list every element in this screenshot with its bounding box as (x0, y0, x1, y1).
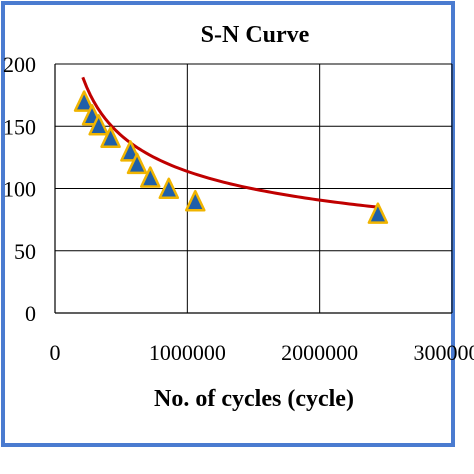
x-tick-label: 1000000 (149, 340, 226, 365)
x-axis-label: No. of cycles (cycle) (154, 386, 354, 412)
data-point-triangle (158, 177, 180, 199)
x-tick-label: 3000000 (414, 340, 474, 365)
x-tick-label: 2000000 (281, 340, 358, 365)
y-tick-label: 200 (3, 52, 36, 77)
axes (54, 64, 452, 314)
y-tick-label: 0 (25, 301, 36, 326)
data-point-triangle (185, 189, 206, 212)
data-point-triangle (88, 114, 109, 136)
chart-title: S-N Curve (201, 22, 310, 48)
data-point-triangle (100, 126, 121, 148)
x-tick-labels: 0 1000000 2000000 3000000 (50, 340, 474, 365)
y-tick-label: 50 (14, 239, 36, 264)
data-point-triangle (140, 166, 161, 188)
data-points (73, 90, 389, 224)
y-tick-label: 100 (3, 177, 36, 202)
x-tick-label: 0 (50, 340, 61, 365)
grid-lines (55, 63, 453, 313)
y-tick-labels: 0 50 100 150 200 (3, 52, 36, 326)
data-point-triangle (73, 90, 95, 112)
data-point-triangle (367, 202, 389, 224)
chart-frame (1, 1, 455, 447)
data-point-triangle (126, 152, 148, 175)
y-tick-label: 150 (3, 114, 36, 139)
